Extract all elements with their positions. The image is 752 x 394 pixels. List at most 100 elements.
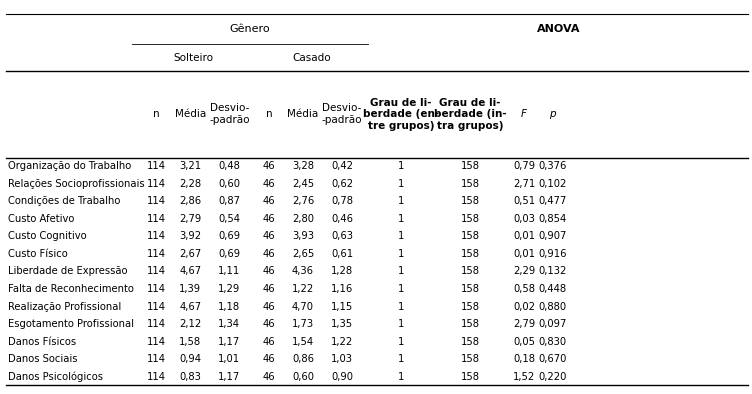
Text: 1: 1 [398, 214, 404, 224]
Text: 2,86: 2,86 [179, 196, 202, 206]
Text: 158: 158 [460, 336, 480, 347]
Text: 1,11: 1,11 [218, 266, 241, 277]
Text: 0,448: 0,448 [538, 284, 567, 294]
Text: Esgotamento Profissional: Esgotamento Profissional [8, 319, 134, 329]
Text: 0,670: 0,670 [538, 354, 567, 364]
Text: 114: 114 [147, 231, 166, 242]
Text: 0,01: 0,01 [513, 231, 535, 242]
Text: 46: 46 [263, 372, 275, 381]
Text: 1,28: 1,28 [331, 266, 353, 277]
Text: 2,80: 2,80 [292, 214, 314, 224]
Text: 3,21: 3,21 [179, 162, 202, 171]
Text: 0,46: 0,46 [331, 214, 353, 224]
Text: 114: 114 [147, 214, 166, 224]
Text: 2,65: 2,65 [292, 249, 314, 259]
Text: Realização Profissional: Realização Profissional [8, 301, 121, 312]
Text: 158: 158 [460, 231, 480, 242]
Text: Danos Físicos: Danos Físicos [8, 336, 76, 347]
Text: 1: 1 [398, 319, 404, 329]
Text: 1,58: 1,58 [179, 336, 202, 347]
Text: 0,48: 0,48 [218, 162, 241, 171]
Text: Gênero: Gênero [229, 24, 271, 34]
Text: 158: 158 [460, 284, 480, 294]
Text: 0,60: 0,60 [218, 179, 241, 189]
Text: 0,376: 0,376 [538, 162, 567, 171]
Text: 46: 46 [263, 179, 275, 189]
Text: 0,78: 0,78 [331, 196, 353, 206]
Text: 0,83: 0,83 [179, 372, 202, 381]
Text: 3,92: 3,92 [179, 231, 202, 242]
Text: 2,76: 2,76 [292, 196, 314, 206]
Text: Danos Sociais: Danos Sociais [8, 354, 77, 364]
Text: 0,18: 0,18 [513, 354, 535, 364]
Text: F: F [521, 109, 527, 119]
Text: 0,79: 0,79 [513, 162, 535, 171]
Text: 1,15: 1,15 [331, 301, 353, 312]
Text: 4,36: 4,36 [292, 266, 314, 277]
Text: Custo Físico: Custo Físico [8, 249, 67, 259]
Text: 1,54: 1,54 [292, 336, 314, 347]
Text: 1,22: 1,22 [292, 284, 314, 294]
Text: 2,79: 2,79 [179, 214, 202, 224]
Text: 46: 46 [263, 284, 275, 294]
Text: 0,90: 0,90 [331, 372, 353, 381]
Text: 2,28: 2,28 [179, 179, 202, 189]
Text: Média: Média [174, 109, 206, 119]
Text: 1,22: 1,22 [331, 336, 353, 347]
Text: 46: 46 [263, 319, 275, 329]
Text: 0,69: 0,69 [218, 231, 241, 242]
Text: p: p [550, 109, 556, 119]
Text: 1: 1 [398, 336, 404, 347]
Text: 114: 114 [147, 162, 166, 171]
Text: 2,67: 2,67 [179, 249, 202, 259]
Text: 0,854: 0,854 [538, 214, 567, 224]
Text: 158: 158 [460, 372, 480, 381]
Text: 46: 46 [263, 214, 275, 224]
Text: 0,01: 0,01 [513, 249, 535, 259]
Text: 114: 114 [147, 372, 166, 381]
Text: 158: 158 [460, 249, 480, 259]
Text: ANOVA: ANOVA [537, 24, 581, 34]
Text: 0,477: 0,477 [538, 196, 567, 206]
Text: Danos Psicológicos: Danos Psicológicos [8, 371, 102, 382]
Text: 1: 1 [398, 372, 404, 381]
Text: Média: Média [287, 109, 319, 119]
Text: 0,87: 0,87 [218, 196, 241, 206]
Text: 0,02: 0,02 [513, 301, 535, 312]
Text: Grau de li-
berdade (en-
tre grupos): Grau de li- berdade (en- tre grupos) [362, 98, 439, 131]
Text: Liberdade de Expressão: Liberdade de Expressão [8, 266, 127, 277]
Text: 46: 46 [263, 249, 275, 259]
Text: 46: 46 [263, 196, 275, 206]
Text: 0,69: 0,69 [218, 249, 241, 259]
Text: Condições de Trabalho: Condições de Trabalho [8, 196, 120, 206]
Text: 0,830: 0,830 [538, 336, 567, 347]
Text: 0,60: 0,60 [292, 372, 314, 381]
Text: 158: 158 [460, 162, 480, 171]
Text: 46: 46 [263, 354, 275, 364]
Text: 0,916: 0,916 [538, 249, 567, 259]
Text: 114: 114 [147, 336, 166, 347]
Text: 0,132: 0,132 [538, 266, 567, 277]
Text: Desvio-
-padrão: Desvio- -padrão [322, 104, 362, 125]
Text: 1,35: 1,35 [331, 319, 353, 329]
Text: 1: 1 [398, 284, 404, 294]
Text: 0,54: 0,54 [218, 214, 241, 224]
Text: 2,45: 2,45 [292, 179, 314, 189]
Text: 1: 1 [398, 354, 404, 364]
Text: 114: 114 [147, 319, 166, 329]
Text: 114: 114 [147, 301, 166, 312]
Text: 0,58: 0,58 [513, 284, 535, 294]
Text: 1: 1 [398, 162, 404, 171]
Text: 158: 158 [460, 214, 480, 224]
Text: 4,67: 4,67 [179, 301, 202, 312]
Text: 0,03: 0,03 [513, 214, 535, 224]
Text: 1,03: 1,03 [331, 354, 353, 364]
Text: 114: 114 [147, 196, 166, 206]
Text: 0,61: 0,61 [331, 249, 353, 259]
Text: 4,70: 4,70 [292, 301, 314, 312]
Text: 1,39: 1,39 [179, 284, 202, 294]
Text: Desvio-
-padrão: Desvio- -padrão [209, 104, 250, 125]
Text: 0,63: 0,63 [331, 231, 353, 242]
Text: 46: 46 [263, 266, 275, 277]
Text: 114: 114 [147, 249, 166, 259]
